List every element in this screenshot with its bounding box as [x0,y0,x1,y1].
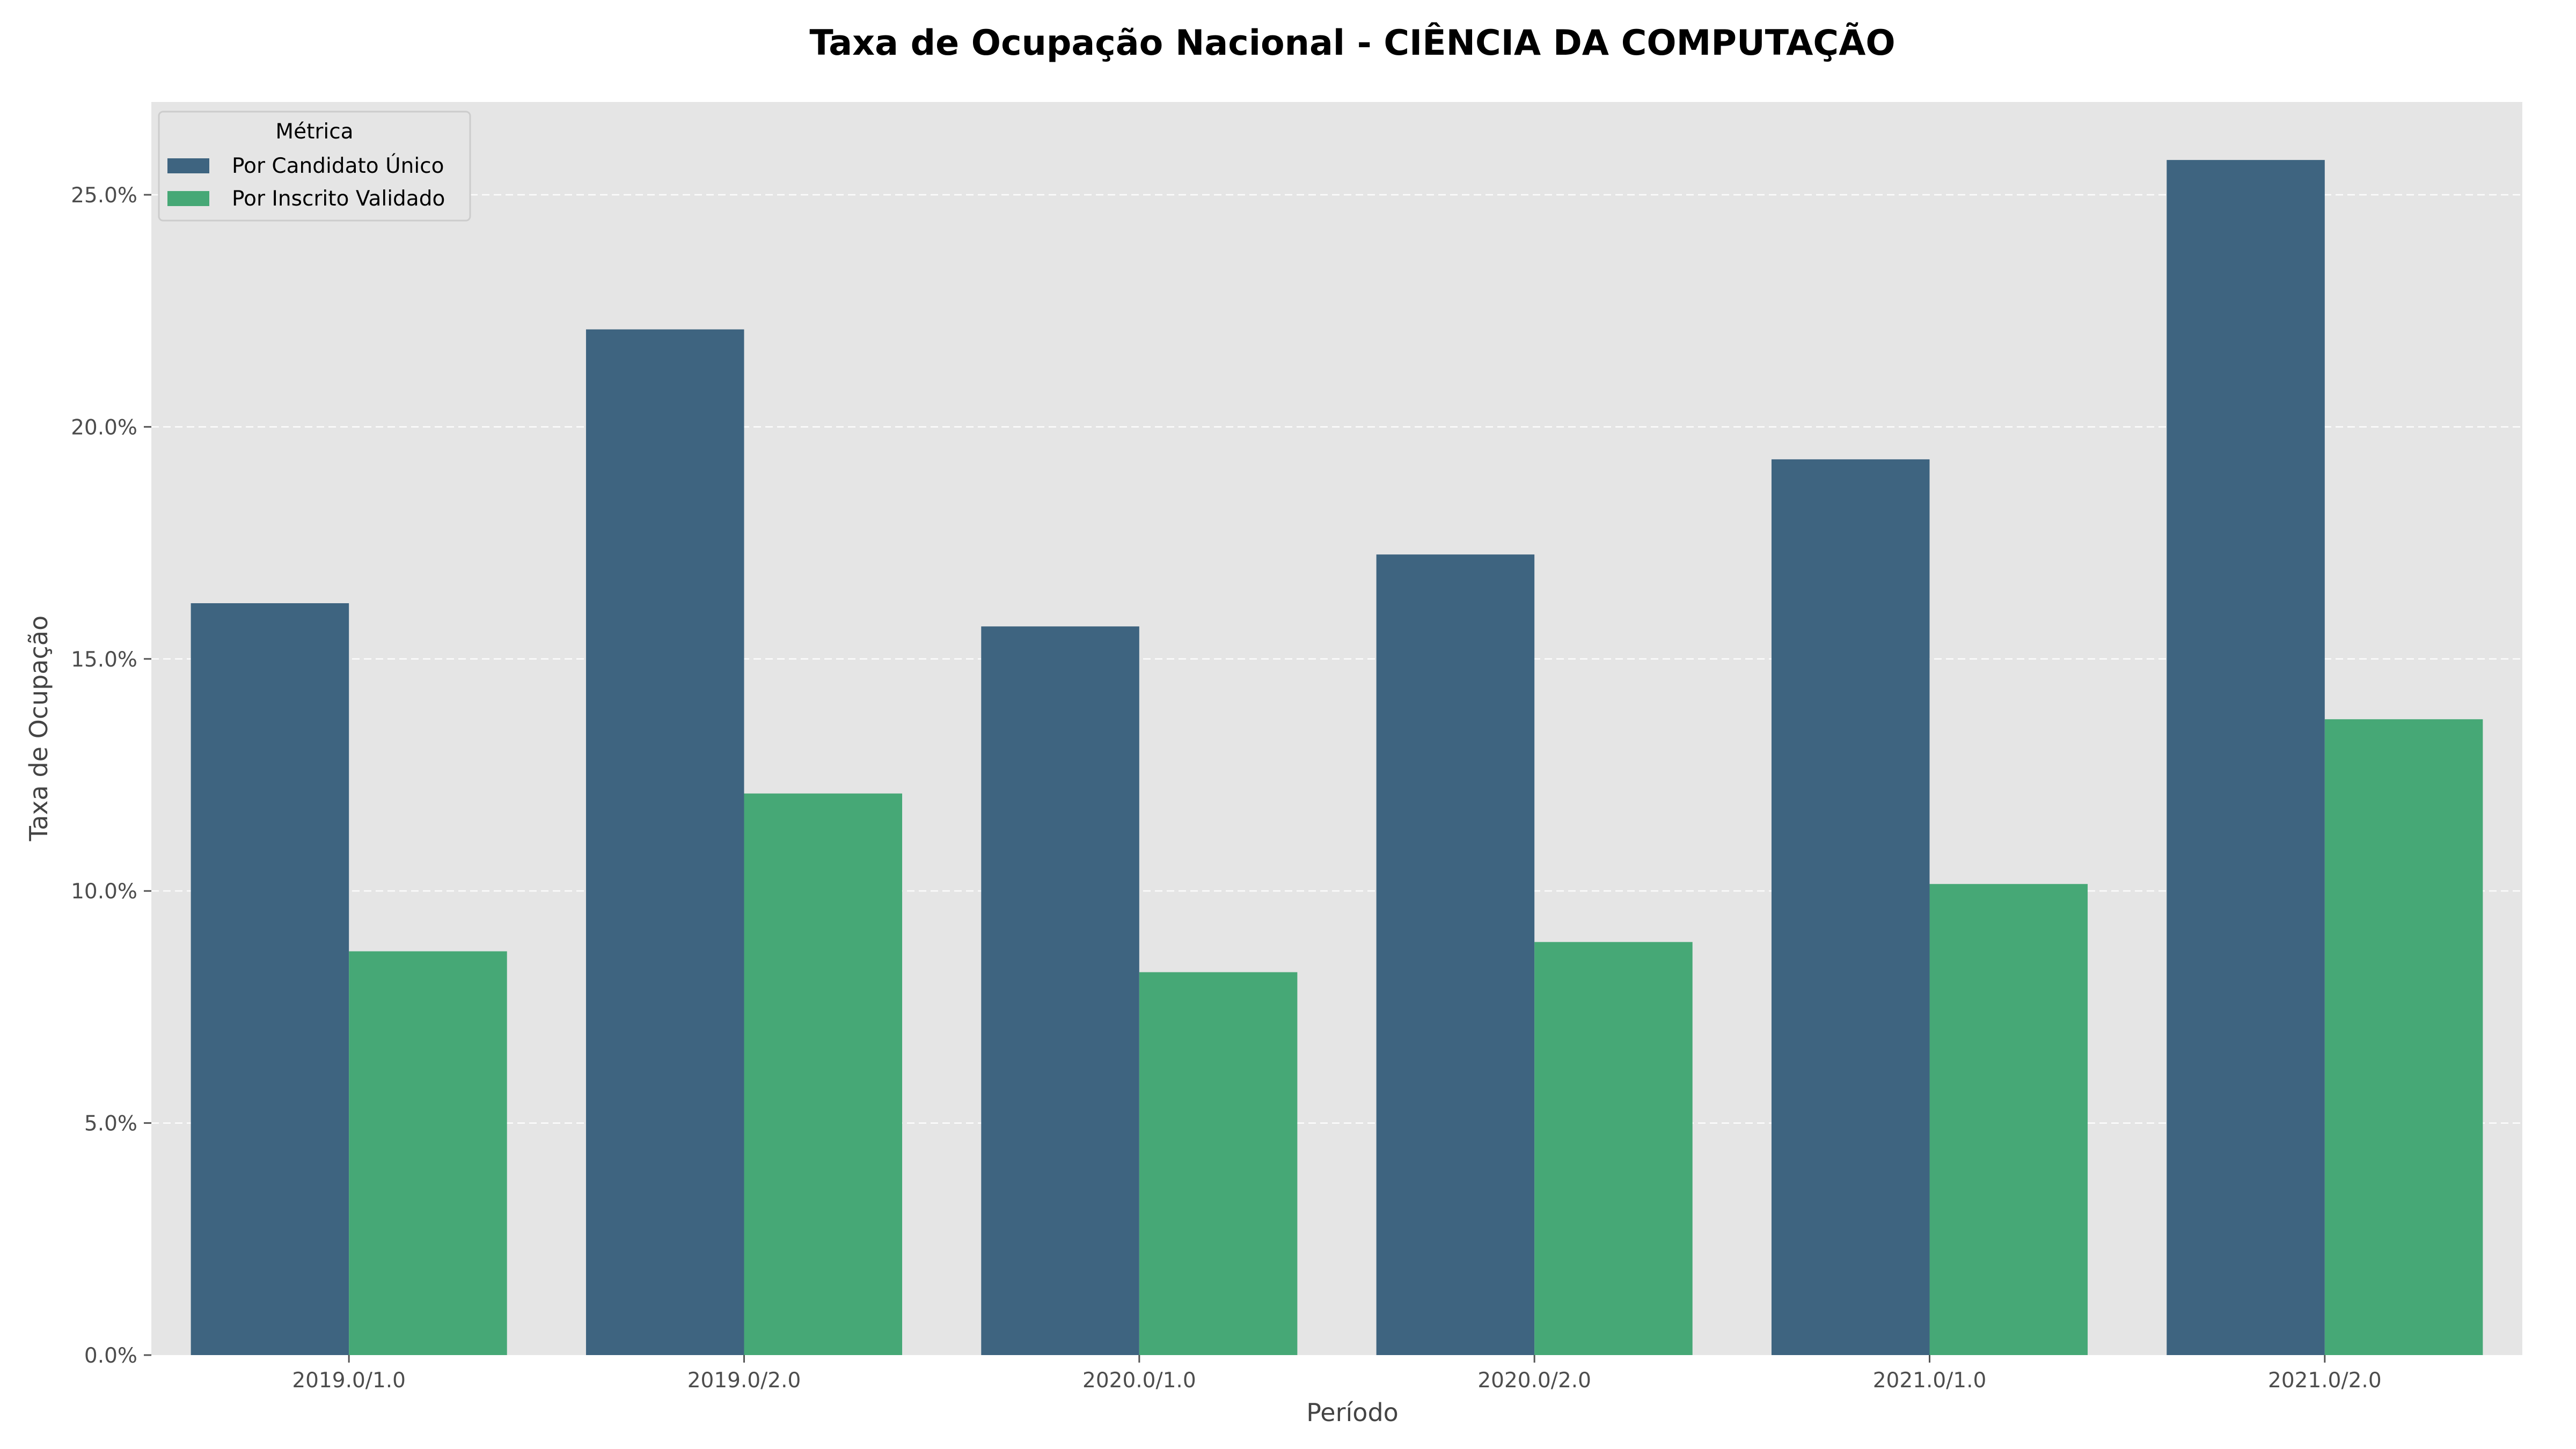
legend-swatch-inscrito [167,191,209,206]
y-tick-label: 25.0% [71,184,137,208]
bar-inscrito-5 [2324,719,2483,1355]
bars [191,160,2483,1356]
bar-inscrito-3 [1534,942,1693,1355]
x-tick-label: 2019.0/2.0 [687,1368,801,1393]
legend-label-candidato: Por Candidato Único [232,153,444,178]
x-tick-label: 2021.0/1.0 [1873,1368,1987,1393]
x-tick-label: 2020.0/2.0 [1477,1368,1591,1393]
y-tick-label: 20.0% [71,415,137,440]
legend: Métrica Por Candidato Único Por Inscrito… [158,111,471,222]
chart-title: Taxa de Ocupação Nacional - CIÊNCIA DA C… [809,21,1895,63]
y-tick-label: 10.0% [71,880,137,904]
bar-candidato-4 [1771,459,1930,1355]
bar-inscrito-4 [1929,884,2088,1355]
y-tick-label: 15.0% [71,648,137,672]
x-tick-label: 2020.0/1.0 [1082,1368,1196,1393]
bar-inscrito-0 [349,951,507,1355]
y-tick-label: 0.0% [84,1344,137,1368]
bar-candidato-1 [586,329,744,1355]
x-tick-label: 2021.0/2.0 [2268,1368,2382,1393]
legend-swatch-candidato [167,158,209,173]
grid-lines [151,194,2522,1124]
bar-candidato-3 [1376,554,1535,1355]
bar-inscrito-2 [1139,972,1298,1355]
y-axis-label: Taxa de Ocupação [24,616,53,842]
bar-candidato-0 [191,603,349,1355]
x-axis-label: Período [1306,1398,1399,1427]
legend-box [158,111,471,222]
x-tick-label: 2019.0/1.0 [292,1368,406,1393]
axis-ticks: 0.0% 5.0% 10.0% 15.0% 20.0% 25.0% 2019.0/1.0 20… [71,184,2382,1393]
y-tick-label: 5.0% [84,1112,137,1136]
plot-background [151,102,2522,1355]
legend-title: Métrica [275,120,353,144]
bar-candidato-2 [981,626,1139,1355]
legend-label-inscrito: Por Inscrito Validado [232,187,445,211]
bar-inscrito-1 [744,793,903,1355]
bar-candidato-5 [2167,160,2325,1356]
